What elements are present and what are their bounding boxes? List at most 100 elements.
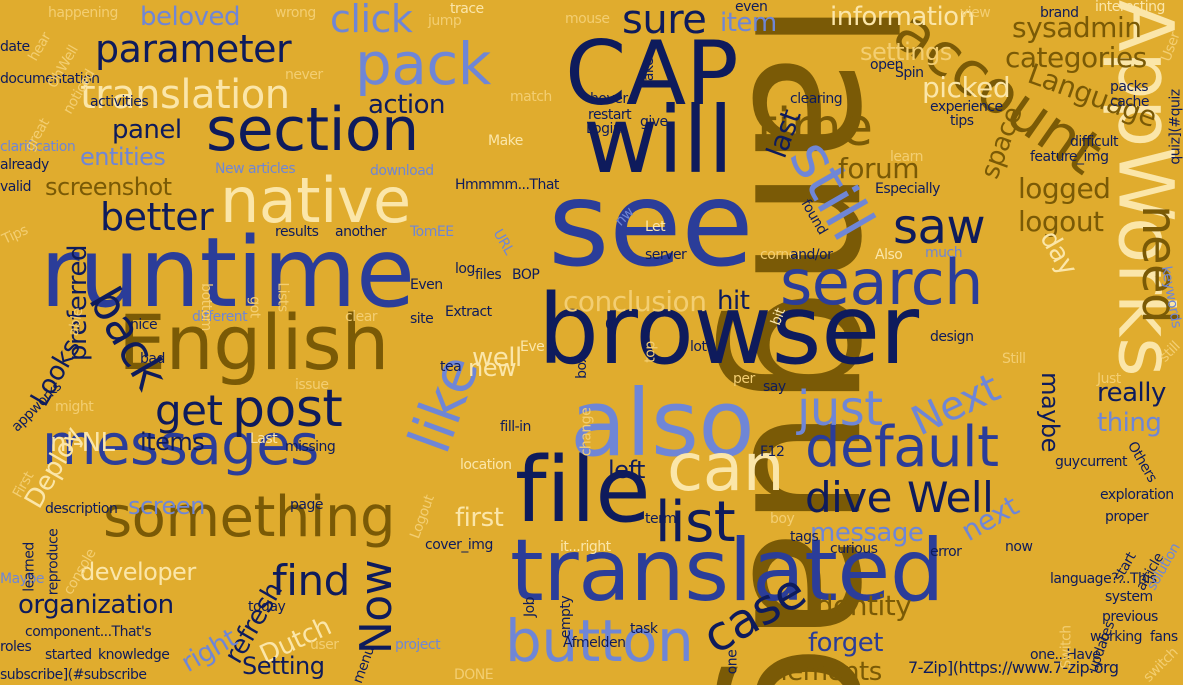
cloud-word: 0: [605, 317, 614, 333]
cloud-word: see: [548, 155, 754, 293]
cloud-word: picked: [922, 71, 1011, 104]
cloud-word: clear: [345, 309, 378, 325]
cloud-word: download: [370, 163, 434, 179]
cloud-word: already: [0, 157, 49, 173]
cloud-word: top: [642, 341, 659, 363]
cloud-word: sysadmin: [1012, 11, 1142, 44]
cloud-word: documentation: [0, 71, 100, 87]
cloud-word: system: [1105, 589, 1153, 605]
cloud-word: translated: [510, 521, 944, 621]
cloud-word: click: [330, 0, 413, 41]
cloud-word: file: [515, 438, 651, 543]
cloud-word: match: [510, 89, 552, 105]
cloud-word: it...right: [560, 539, 611, 555]
cloud-word: user: [310, 637, 339, 653]
cloud-word: even: [735, 0, 768, 15]
cloud-word: post: [232, 379, 343, 439]
cloud-word: lot: [690, 339, 707, 355]
cloud-word: really: [1097, 378, 1166, 408]
cloud-word: switch: [1140, 644, 1182, 685]
cloud-word: jump: [428, 13, 462, 29]
cloud-word: working: [1090, 629, 1143, 645]
cloud-word: wrong: [275, 5, 316, 21]
cloud-word: Spin: [895, 65, 924, 81]
cloud-word: section: [206, 95, 419, 165]
cloud-word: Extract: [445, 304, 492, 320]
cloud-word: browser: [538, 274, 919, 386]
cloud-word: roles: [0, 639, 32, 655]
cloud-word: get: [155, 386, 223, 435]
cloud-word: cover_img: [425, 537, 493, 553]
cloud-word: tea: [440, 359, 462, 375]
cloud-word: language?...This: [1050, 571, 1157, 587]
cloud-word: valid: [0, 179, 32, 195]
cloud-word: Eve: [520, 339, 545, 355]
cloud-word: Hmmmm...That: [455, 177, 559, 193]
cloud-word: one...Have: [1030, 647, 1101, 663]
cloud-word: well: [472, 343, 522, 373]
cloud-word: server: [645, 247, 687, 263]
cloud-word: proper: [1105, 509, 1149, 525]
cloud-word: organization: [18, 590, 174, 620]
cloud-word: say: [763, 379, 786, 395]
cloud-word: empty: [558, 595, 575, 639]
cloud-word: items: [140, 428, 205, 456]
cloud-word: page: [290, 497, 323, 513]
cloud-word: tags: [790, 529, 819, 545]
cloud-word: screen: [128, 492, 205, 520]
cloud-word: something: [103, 485, 396, 550]
cloud-word: better: [100, 195, 214, 239]
cloud-word: message: [810, 518, 924, 548]
cloud-word: tips: [950, 113, 974, 129]
cloud-word: runtime: [40, 217, 415, 329]
cloud-word: Lists: [274, 282, 291, 312]
cloud-word: brand: [1040, 5, 1079, 21]
cloud-word: term: [645, 511, 677, 527]
cloud-word: location: [460, 457, 512, 473]
cloud-word: fans: [1150, 629, 1178, 645]
cloud-word: action: [368, 90, 446, 120]
cloud-word: different: [192, 309, 248, 325]
cloud-word: Switch: [1058, 625, 1075, 669]
cloud-word: another: [335, 224, 387, 240]
cloud-word: trace: [450, 1, 484, 17]
cloud-word: issue: [295, 377, 329, 393]
cloud-word: error: [930, 544, 962, 560]
cloud-word: clarification: [0, 139, 76, 155]
cloud-word: forget: [808, 628, 884, 658]
cloud-word: Now: [351, 559, 403, 655]
cloud-word: screenshot: [45, 173, 172, 201]
cloud-word: new: [468, 354, 517, 382]
cloud-word: TomEE: [410, 224, 454, 240]
cloud-word: guy: [1055, 454, 1080, 470]
cloud-word: translation: [80, 72, 290, 118]
cloud-word: cache: [1110, 94, 1149, 110]
cloud-word: Afmelden: [563, 635, 626, 651]
cloud-word: default: [805, 415, 999, 480]
cloud-word: Login: [586, 121, 622, 137]
cloud-word: open: [870, 57, 903, 73]
cloud-word: difficult: [1070, 134, 1118, 150]
cloud-word: will: [583, 87, 733, 194]
cloud-word: design: [930, 329, 974, 345]
cloud-word: interesting: [1095, 0, 1165, 15]
cloud-word: take: [641, 57, 658, 87]
cloud-word: item: [720, 8, 777, 38]
cloud-word: logged: [1018, 172, 1111, 205]
cloud-word: component...That's: [25, 624, 152, 640]
cloud-word: previous: [1102, 609, 1158, 625]
cloud-word: current: [1080, 454, 1128, 470]
cloud-word: one: [724, 649, 741, 675]
cloud-word: developer: [80, 558, 196, 586]
cloud-word: thing: [1097, 408, 1162, 438]
cloud-word: Just: [1097, 371, 1121, 387]
cloud-word: happening: [48, 5, 118, 21]
cloud-word: BOP: [512, 267, 540, 283]
cloud-word: also: [570, 370, 755, 477]
cloud-word: list: [655, 490, 736, 555]
cloud-word: first: [455, 503, 504, 533]
cloud-word: entities: [80, 143, 166, 171]
cloud-word: F12: [760, 444, 785, 460]
cloud-word: Tips: [0, 222, 31, 248]
